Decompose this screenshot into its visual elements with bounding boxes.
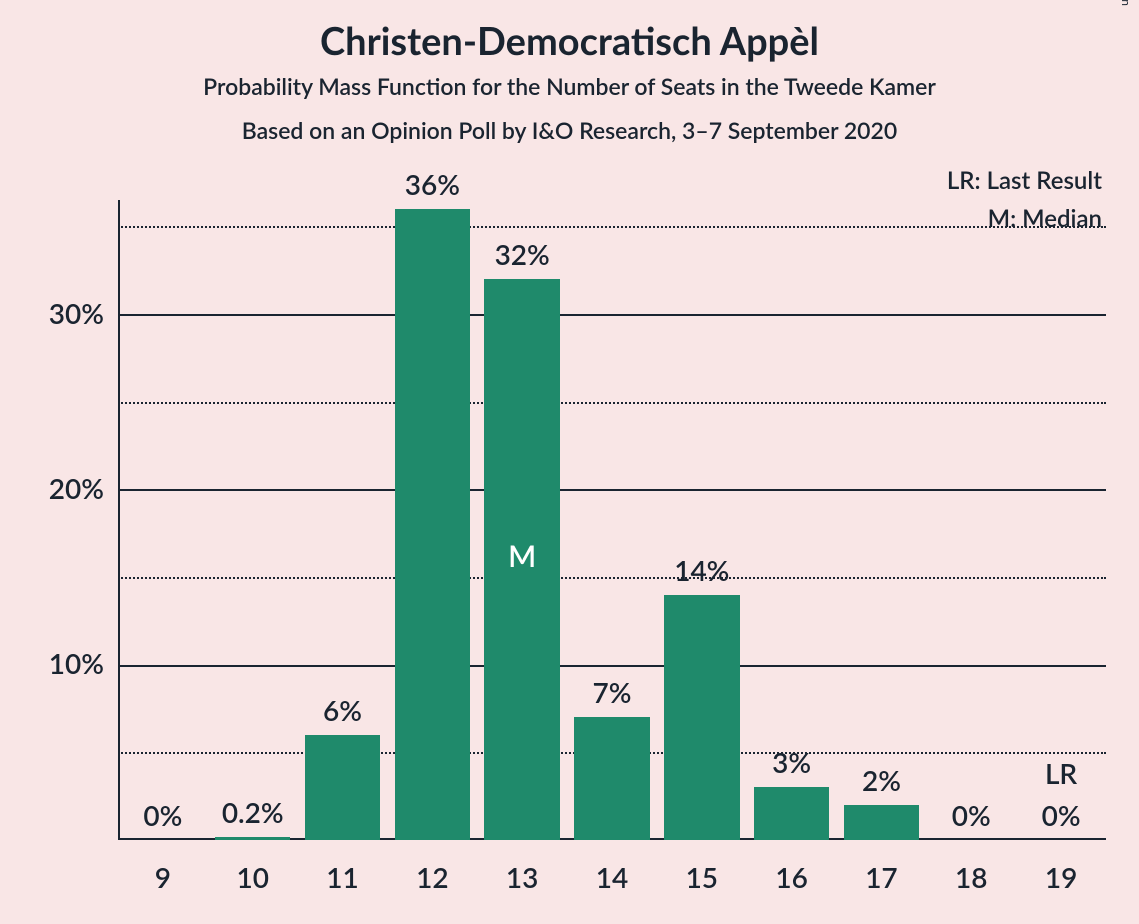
gridline-minor (118, 402, 1106, 404)
chart-root: Christen-Democratisch Appèl Probability … (0, 0, 1139, 924)
median-marker: M (484, 538, 559, 574)
bar-value-label: 6% (298, 693, 388, 727)
y-tick-label: 20% (4, 471, 104, 505)
x-tick-label: 10 (208, 860, 298, 894)
bar (844, 805, 919, 840)
copyright-notice: © 2020 Filip van Laenen (1119, 0, 1134, 6)
gridline-major (118, 665, 1106, 667)
bar-value-label: 2% (837, 763, 927, 797)
gridline-minor (118, 226, 1106, 228)
legend-entry: M: Median (988, 204, 1102, 233)
y-tick-label: 30% (4, 296, 104, 330)
chart-subtitle-2: Based on an Opinion Poll by I&O Research… (0, 116, 1139, 144)
chart-title: Christen-Democratisch Appèl (0, 18, 1139, 64)
x-tick-label: 11 (298, 860, 388, 894)
gridline-major (118, 489, 1106, 491)
bar (215, 837, 290, 841)
copyright-text: © 2020 Filip van Laenen (1119, 0, 1134, 6)
x-tick-label: 17 (837, 860, 927, 894)
bar (574, 717, 649, 840)
bar (754, 787, 829, 840)
x-tick-label: 18 (926, 860, 1016, 894)
x-tick-label: 19 (1016, 860, 1106, 894)
bar-value-label: 36% (387, 167, 477, 201)
legend-entry: LR: Last Result (947, 166, 1102, 195)
plot-area: 10%20%30%LR: Last ResultM: Median0%90.2%… (118, 200, 1106, 840)
bar (395, 209, 470, 840)
chart-subtitle-1: Probability Mass Function for the Number… (0, 72, 1139, 100)
bar-value-label: 3% (747, 745, 837, 779)
bar (664, 595, 739, 840)
bar-value-label: 32% (477, 237, 567, 271)
x-tick-label: 14 (567, 860, 657, 894)
bar-value-label: 0% (926, 798, 1016, 832)
x-tick-label: 9 (118, 860, 208, 894)
y-tick-label: 10% (4, 646, 104, 680)
bar-value-label: 0% (1016, 798, 1106, 832)
x-tick-label: 13 (477, 860, 567, 894)
bar-value-label: 0.2% (208, 795, 298, 829)
last-result-marker: LR (1016, 756, 1106, 790)
bar (305, 735, 380, 840)
bar-value-label: 7% (567, 675, 657, 709)
chart-title-text: Christen-Democratisch Appèl (320, 18, 819, 64)
gridline-major (118, 314, 1106, 316)
y-axis (118, 200, 120, 840)
x-tick-label: 16 (747, 860, 837, 894)
chart-subtitle-2-text: Based on an Opinion Poll by I&O Research… (242, 116, 897, 144)
bar-value-label: 0% (118, 798, 208, 832)
chart-subtitle-1-text: Probability Mass Function for the Number… (203, 72, 936, 100)
x-tick-label: 15 (657, 860, 747, 894)
x-tick-label: 12 (387, 860, 477, 894)
bar-value-label: 14% (657, 553, 747, 587)
gridline-minor (118, 577, 1106, 579)
